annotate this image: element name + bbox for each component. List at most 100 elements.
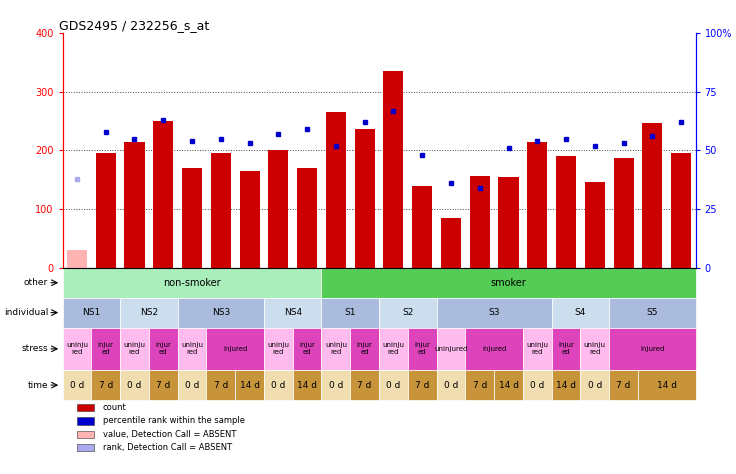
Bar: [239, 171, 260, 268]
Bar: [322, 268, 696, 298]
Bar: [182, 168, 202, 268]
Bar: [581, 328, 609, 370]
Bar: [322, 298, 379, 328]
Bar: [91, 370, 120, 400]
Text: injur
ed: injur ed: [155, 342, 171, 356]
Bar: [264, 328, 293, 370]
Text: injured: injured: [223, 346, 247, 352]
Bar: [379, 328, 408, 370]
Bar: [379, 298, 436, 328]
Text: S4: S4: [575, 308, 586, 317]
Text: 14 d: 14 d: [498, 381, 518, 390]
Bar: [77, 444, 94, 451]
Bar: [408, 328, 436, 370]
Bar: [264, 370, 293, 400]
Bar: [552, 370, 581, 400]
Text: 14 d: 14 d: [297, 381, 317, 390]
Text: S5: S5: [647, 308, 658, 317]
Bar: [77, 430, 94, 438]
Text: 0 d: 0 d: [386, 381, 400, 390]
Bar: [236, 370, 264, 400]
Bar: [293, 370, 322, 400]
Text: 0 d: 0 d: [444, 381, 458, 390]
Bar: [177, 328, 206, 370]
Bar: [149, 328, 177, 370]
Text: 7 d: 7 d: [358, 381, 372, 390]
Text: percentile rank within the sample: percentile rank within the sample: [103, 417, 245, 426]
Bar: [322, 328, 350, 370]
Text: 0 d: 0 d: [185, 381, 199, 390]
Text: 14 d: 14 d: [657, 381, 676, 390]
Bar: [614, 157, 634, 268]
Bar: [436, 298, 552, 328]
Text: uninju
red: uninju red: [383, 342, 404, 356]
Text: 0 d: 0 d: [329, 381, 343, 390]
Text: uninju
red: uninju red: [124, 342, 146, 356]
Text: uninju
red: uninju red: [267, 342, 289, 356]
Bar: [581, 370, 609, 400]
Text: S2: S2: [402, 308, 414, 317]
Bar: [609, 370, 638, 400]
Bar: [552, 298, 609, 328]
Bar: [120, 328, 149, 370]
Text: NS2: NS2: [140, 308, 158, 317]
Text: 14 d: 14 d: [556, 381, 576, 390]
Bar: [470, 176, 490, 268]
Text: 14 d: 14 d: [240, 381, 260, 390]
Bar: [264, 298, 322, 328]
Text: uninju
red: uninju red: [66, 342, 88, 356]
Bar: [552, 328, 581, 370]
Text: 7 d: 7 d: [617, 381, 631, 390]
Text: injur
ed: injur ed: [98, 342, 113, 356]
Bar: [498, 177, 519, 268]
Text: injur
ed: injur ed: [299, 342, 315, 356]
Bar: [67, 250, 87, 268]
Text: 0 d: 0 d: [587, 381, 602, 390]
Text: S1: S1: [344, 308, 356, 317]
Bar: [609, 298, 696, 328]
Text: uninju
red: uninju red: [325, 342, 347, 356]
Bar: [643, 123, 662, 268]
Bar: [177, 298, 264, 328]
Text: NS1: NS1: [82, 308, 100, 317]
Bar: [527, 142, 548, 268]
Bar: [350, 328, 379, 370]
Text: value, Detection Call = ABSENT: value, Detection Call = ABSENT: [103, 429, 236, 438]
Bar: [609, 328, 696, 370]
Bar: [206, 370, 236, 400]
Bar: [269, 150, 289, 268]
Bar: [124, 142, 144, 268]
Bar: [77, 418, 94, 425]
Bar: [91, 328, 120, 370]
Bar: [149, 370, 177, 400]
Bar: [494, 370, 523, 400]
Text: other: other: [24, 278, 48, 287]
Bar: [77, 404, 94, 411]
Text: injur
ed: injur ed: [558, 342, 574, 356]
Bar: [63, 268, 322, 298]
Text: smoker: smoker: [491, 278, 526, 288]
Bar: [63, 370, 91, 400]
Text: 0 d: 0 d: [127, 381, 141, 390]
Bar: [120, 370, 149, 400]
Text: non-smoker: non-smoker: [163, 278, 221, 288]
Bar: [322, 370, 350, 400]
Text: S3: S3: [489, 308, 500, 317]
Text: count: count: [103, 403, 127, 412]
Text: individual: individual: [4, 308, 48, 317]
Text: injured: injured: [482, 346, 506, 352]
Bar: [412, 186, 432, 268]
Text: uninju
red: uninju red: [584, 342, 606, 356]
Bar: [293, 328, 322, 370]
Text: 0 d: 0 d: [530, 381, 545, 390]
Bar: [638, 370, 696, 400]
Text: rank, Detection Call = ABSENT: rank, Detection Call = ABSENT: [103, 443, 232, 452]
Bar: [379, 370, 408, 400]
Text: 7 d: 7 d: [473, 381, 487, 390]
Text: uninju
red: uninju red: [526, 342, 548, 356]
Bar: [297, 168, 317, 268]
Bar: [355, 129, 375, 268]
Text: GDS2495 / 232256_s_at: GDS2495 / 232256_s_at: [60, 19, 210, 32]
Bar: [326, 112, 346, 268]
Text: uninjured: uninjured: [434, 346, 467, 352]
